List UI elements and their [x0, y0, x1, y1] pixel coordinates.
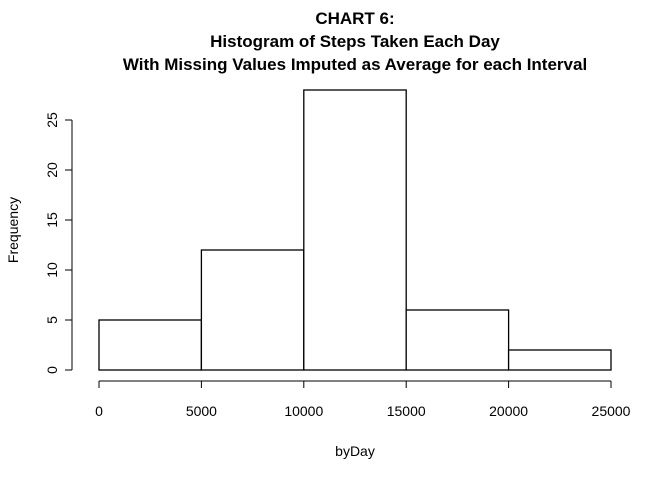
y-tick-label-5: 25	[44, 112, 60, 128]
x-axis: 0 5000 10000 15000 20000 25000	[95, 380, 631, 419]
y-tick-label-4: 20	[44, 162, 60, 178]
x-tick-label-3: 15000	[387, 403, 426, 419]
chart-title-line-3: With Missing Values Imputed as Average f…	[123, 55, 587, 74]
x-tick-label-2: 10000	[284, 403, 323, 419]
x-tick-label-5: 25000	[592, 403, 631, 419]
y-tick-label-0: 0	[44, 366, 60, 374]
y-tick-label-1: 5	[44, 316, 60, 324]
chart-title-line-1: CHART 6:	[315, 9, 394, 28]
y-tick-label-3: 15	[44, 212, 60, 228]
histogram-bar-3	[405, 309, 510, 371]
x-tick-label-0: 0	[95, 403, 103, 419]
histogram-bar-2	[303, 89, 407, 371]
x-tick-label-1: 5000	[186, 403, 217, 419]
y-tick-label-2: 10	[44, 262, 60, 278]
bars-group	[98, 89, 612, 371]
chart-title-line-2: Histogram of Steps Taken Each Day	[210, 32, 500, 51]
histogram-bar-1	[200, 249, 305, 371]
histogram-bar-0	[98, 319, 203, 371]
x-axis-label: byDay	[335, 443, 375, 459]
histogram-bar-4	[507, 349, 612, 371]
y-axis-label: Frequency	[5, 197, 21, 263]
y-axis: 0 5 10 15 20 25	[44, 112, 73, 374]
x-tick-label-4: 20000	[489, 403, 528, 419]
